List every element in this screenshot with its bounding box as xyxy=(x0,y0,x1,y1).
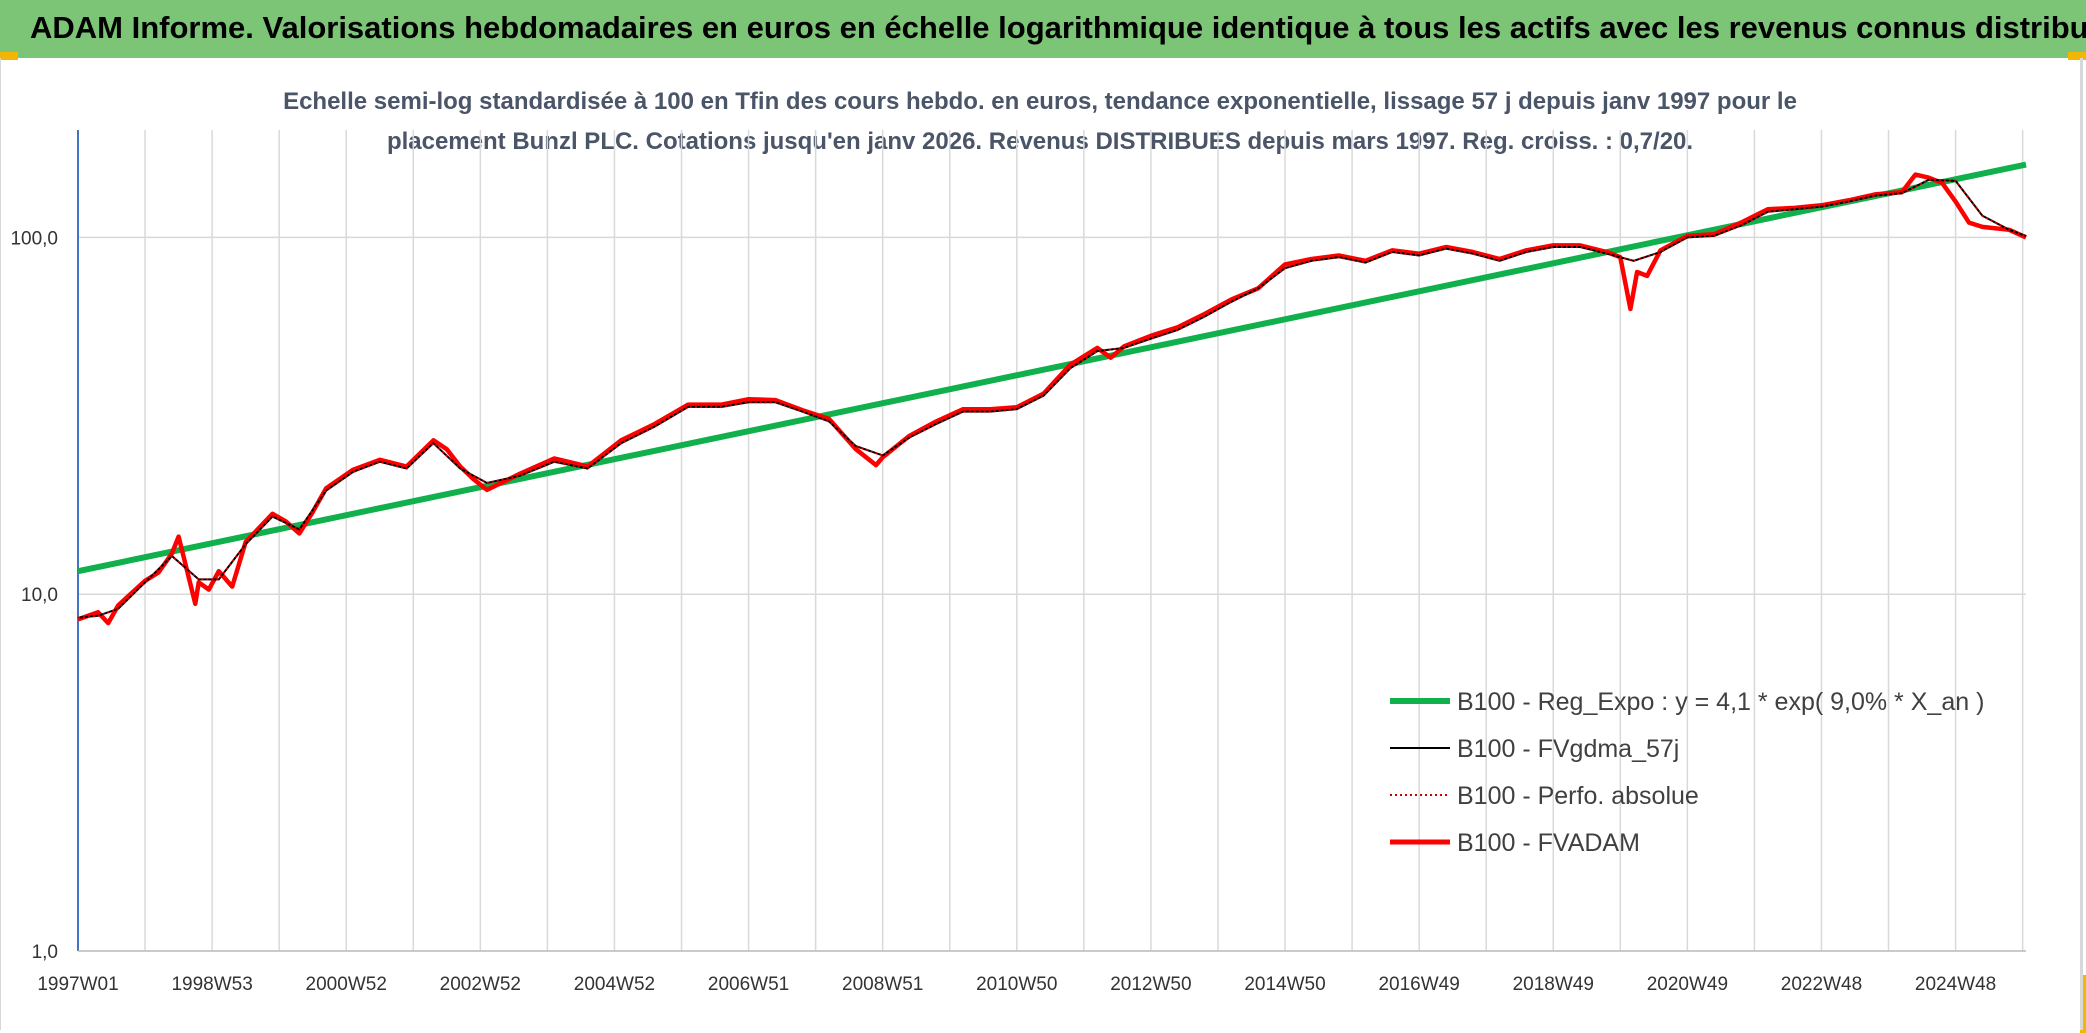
x-tick-label: 2022W48 xyxy=(1781,974,1862,995)
x-tick-label: 2024W48 xyxy=(1915,974,1996,995)
series-line-fvadam xyxy=(77,172,2027,626)
x-tick-label: 2012W50 xyxy=(1110,974,1191,995)
x-tick-label: 2008W51 xyxy=(842,974,923,995)
x-tick-label: 2000W52 xyxy=(306,974,387,995)
banner: ADAM Informe. Valorisations hebdomadaire… xyxy=(0,0,2086,58)
y-tick-label: 100,0 xyxy=(10,228,58,249)
corner-marker-top-left xyxy=(0,52,18,60)
x-tick-label: 1997W01 xyxy=(37,974,118,995)
corner-marker-top-right xyxy=(2068,52,2086,60)
series-line-regression xyxy=(77,161,2027,575)
legend-entry: B100 - FVgdma_57j xyxy=(1457,735,1679,763)
legend-entry: B100 - Reg_Expo : y = 4,1 * exp( 9,0% * … xyxy=(1457,688,1984,716)
chart-title-line-2: placement Bunzl PLC. Cotations jusqu'en … xyxy=(386,128,1694,155)
banner-title: ADAM Informe. Valorisations hebdomadaire… xyxy=(30,10,2086,45)
corner-marker-bottom-right xyxy=(2080,975,2086,1033)
x-tick-label: 2006W51 xyxy=(708,974,789,995)
x-tick-label: 2014W50 xyxy=(1244,974,1325,995)
x-tick-label: 2002W52 xyxy=(440,974,521,995)
chart-title-line-1: Echelle semi-log standardisée à 100 en T… xyxy=(283,88,1797,115)
legend-entry: B100 - FVADAM xyxy=(1457,829,1640,857)
x-tick-label: 2004W52 xyxy=(574,974,655,995)
y-tick-label: 1,0 xyxy=(32,942,58,963)
series-line-perfo-absolue xyxy=(77,178,2027,619)
chart-frame xyxy=(0,58,2083,1030)
x-tick-label: 2010W50 xyxy=(976,974,1057,995)
series-line-fvgdma xyxy=(77,178,2027,619)
x-tick-label: 2018W49 xyxy=(1513,974,1594,995)
y-tick-label: 10,0 xyxy=(21,585,58,606)
x-tick-label: 1998W53 xyxy=(171,974,252,995)
legend-entry: B100 - Perfo. absolue xyxy=(1457,782,1699,810)
x-tick-label: 2016W49 xyxy=(1378,974,1459,995)
x-tick-label: 2020W49 xyxy=(1647,974,1728,995)
